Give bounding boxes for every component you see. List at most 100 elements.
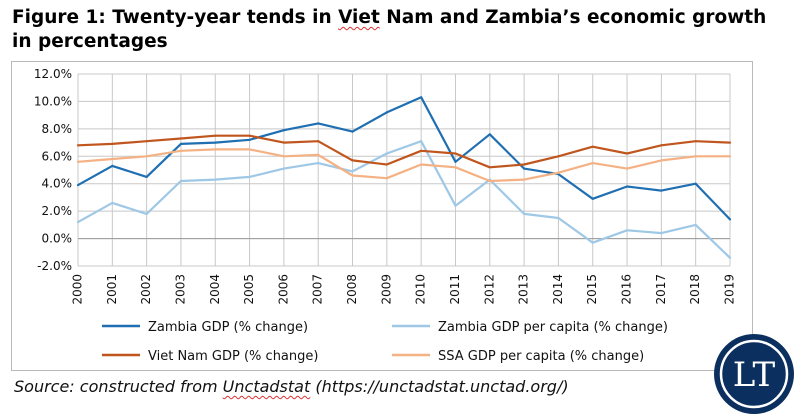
series-4-point (214, 148, 217, 151)
series-1-point (728, 218, 732, 221)
legend-label: Viet Nam GDP (% change) (148, 349, 318, 364)
series-1-point (76, 183, 80, 187)
series-4-point (76, 160, 80, 163)
source-site: Unctadstat (222, 377, 311, 396)
x-tick-label: 2009 (379, 274, 393, 305)
series-2-point (248, 175, 251, 178)
x-tick-label: 2001 (105, 274, 119, 305)
x-tick-label: 2014 (551, 274, 565, 305)
series-2-point (625, 229, 629, 232)
x-tick-label: 2018 (688, 274, 702, 305)
series-3-point (523, 163, 526, 166)
series-2-point (660, 231, 663, 235)
series-1-point (660, 189, 663, 192)
series-3-point (145, 140, 148, 143)
x-tick-label: 2002 (139, 274, 153, 305)
title-viet: Viet (338, 7, 380, 28)
series-3-point (557, 155, 560, 158)
title-mid: Nam and (379, 7, 486, 28)
series-3-point (317, 140, 320, 143)
lt-logo: LT (714, 334, 794, 414)
line-chart: -2.0% 0.0% 2.0% 4.0% 6.0% 8.0% 10.0% 12.0% 2000 2… (34, 67, 737, 364)
series-2-point (728, 256, 732, 259)
series-2-point (317, 162, 320, 165)
x-tick-label: 2016 (620, 274, 634, 305)
series-3-point (660, 144, 663, 147)
series-4-point (385, 177, 388, 180)
series-4-point (145, 155, 148, 158)
series-1-point (111, 164, 114, 167)
series-4-point (488, 179, 491, 183)
series-3-point (351, 159, 354, 162)
x-tick-label: 2008 (345, 274, 359, 305)
series-1-point (351, 130, 354, 133)
x-tick-label: 2012 (482, 274, 496, 305)
x-tick-label: 2013 (517, 274, 531, 305)
series-1-point (317, 122, 320, 125)
series-4-point (523, 178, 526, 181)
source-note: Source: constructed from Unctadstat (htt… (14, 377, 569, 396)
series-2-point (179, 179, 183, 183)
series-1-point (385, 111, 388, 114)
series-line-1 (77, 96, 731, 221)
series-1-point (488, 133, 491, 136)
series-3-point (111, 142, 114, 146)
y-tick-label: 4.0% (42, 177, 73, 191)
series-1-point (523, 167, 526, 170)
series-1-point (248, 138, 251, 141)
series-3-point (282, 141, 285, 144)
title-suffix: economic growth (580, 7, 767, 28)
series-3-point (214, 134, 217, 137)
series-2-point (282, 167, 285, 170)
series-4-point (179, 149, 183, 152)
series-3-point (728, 141, 732, 144)
source-url: (https://unctadstat.unctad.org/) (310, 377, 569, 396)
y-tick-label: 8.0% (42, 122, 73, 136)
series-1-point (145, 175, 148, 178)
series-1-point (694, 182, 697, 185)
series-1-point (420, 96, 423, 99)
x-tick-label: 2000 (71, 274, 85, 305)
series-3-point (420, 149, 423, 152)
y-tick-label: 10.0% (34, 94, 72, 108)
series-line-2 (77, 140, 731, 259)
figure-title: Figure 1: Twenty-year tends in Viet Nam … (12, 6, 782, 54)
series-2-point (111, 201, 114, 205)
series-3-point (385, 163, 388, 166)
title-zambia: Zambia’s (485, 7, 581, 28)
series-2-point (557, 216, 560, 220)
x-tick-label: 2015 (585, 274, 599, 305)
series-1-point (454, 160, 457, 163)
series-line-4 (77, 148, 730, 183)
series-3-point (454, 152, 457, 155)
chart-frame: -2.0% 0.0% 2.0% 4.0% 6.0% 8.0% 10.0% 12.0% 2000 2… (11, 61, 753, 371)
series-4-point (591, 162, 594, 165)
y-tick-label: 0.0% (42, 232, 73, 246)
legend-label: SSA GDP per capita (% change) (438, 349, 644, 364)
series-4-point (317, 153, 320, 157)
series-2-point (523, 212, 526, 215)
series-3-point (76, 144, 80, 147)
series-4-point (282, 155, 285, 158)
series-4-point (728, 155, 732, 158)
y-tick-label: 12.0% (34, 67, 72, 81)
series-3-point (488, 166, 491, 169)
x-tick-label: 2006 (276, 274, 290, 305)
x-tick-label: 2005 (242, 274, 256, 305)
series-2-point (591, 241, 594, 244)
y-tick-label: 6.0% (42, 149, 73, 163)
x-tick-label: 2010 (414, 274, 428, 305)
series-1-point (214, 141, 217, 144)
series-2-point (145, 212, 148, 215)
series-2-point (385, 152, 388, 155)
series-3-point (179, 137, 183, 140)
x-tick-label: 2007 (311, 274, 325, 305)
y-tick-label: -2.0% (37, 259, 72, 273)
series-3-point (625, 152, 629, 155)
series-4-point (625, 167, 629, 170)
series-line-3 (77, 134, 731, 169)
series-2-point (214, 178, 217, 181)
series-1-point (179, 142, 183, 146)
title-line2: in percentages (12, 31, 168, 52)
x-tick-label: 2017 (654, 274, 668, 305)
